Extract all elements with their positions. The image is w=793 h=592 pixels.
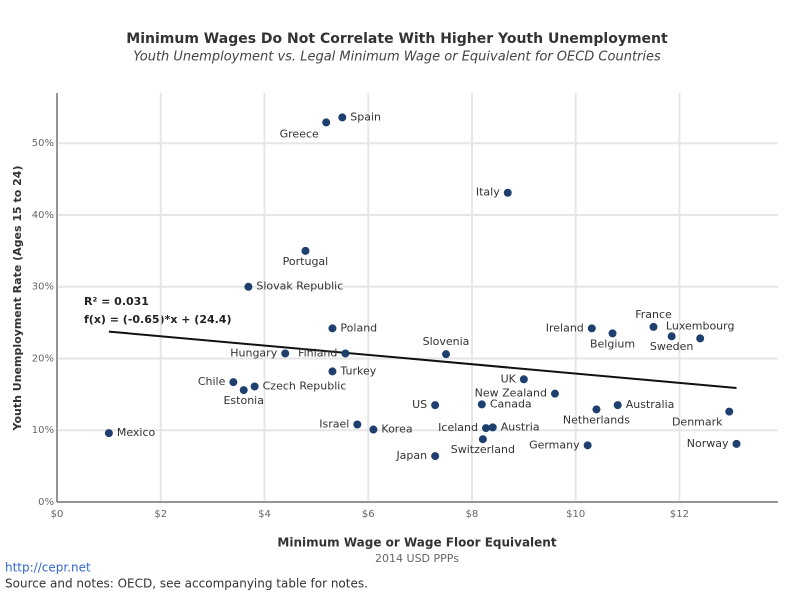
point-label: Denmark <box>672 416 723 429</box>
point-label: Portugal <box>283 255 329 268</box>
point <box>353 420 362 429</box>
point <box>239 386 248 395</box>
point <box>250 382 259 391</box>
footer-note: Source and notes: OECD, see accompanying… <box>5 577 368 591</box>
point <box>481 424 490 433</box>
point-label: Sweden <box>650 340 693 353</box>
y-tick-label: 0% <box>38 497 54 508</box>
point <box>477 400 486 409</box>
point-label: Spain <box>350 110 381 123</box>
point-label: Estonia <box>223 394 264 407</box>
x-tick-label: $12 <box>670 509 689 520</box>
y-axis-title: Youth Unemployment Rate (Ages 15 to 24) <box>11 166 24 432</box>
x-tick-label: $4 <box>258 509 271 520</box>
y-tick-label: 50% <box>32 138 54 149</box>
point-label: Poland <box>340 321 377 334</box>
point-label: Korea <box>381 423 412 436</box>
x-tick-label: $10 <box>566 509 585 520</box>
point-label: Greece <box>280 127 319 140</box>
point-label: Chile <box>198 375 226 388</box>
y-tick-label: 30% <box>32 282 54 293</box>
point-label: Norway <box>687 437 729 450</box>
point-label: Turkey <box>339 364 376 377</box>
point <box>229 378 238 387</box>
point <box>104 429 113 438</box>
point <box>613 401 622 410</box>
point <box>503 188 512 197</box>
point <box>478 435 487 444</box>
y-tick-label: 40% <box>32 210 54 221</box>
point-label: Italy <box>476 186 500 199</box>
chart-subtitle: Youth Unemployment vs. Legal Minimum Wag… <box>133 50 661 65</box>
point-label: Austria <box>501 420 540 433</box>
point <box>328 324 337 333</box>
x-tick-label: $2 <box>154 509 167 520</box>
point <box>244 282 253 291</box>
chart-title: Minimum Wages Do Not Correlate With High… <box>126 31 668 47</box>
footer-link[interactable]: http://cepr.net <box>5 561 91 575</box>
point <box>301 246 310 255</box>
point-label: Iceland <box>438 421 478 434</box>
point-label: Ireland <box>546 321 584 334</box>
point <box>696 334 705 343</box>
point-label: Czech Republic <box>263 379 347 392</box>
y-tick-label: 10% <box>32 425 54 436</box>
trend-equation: f(x) = (-0.65)*x + (24.4) <box>84 313 232 326</box>
point <box>550 389 559 398</box>
point <box>732 439 741 448</box>
point <box>608 329 617 338</box>
point-label: UK <box>501 372 517 385</box>
point-label: Netherlands <box>563 413 630 426</box>
point <box>281 349 290 358</box>
point-label: Germany <box>529 438 580 451</box>
r-squared: R² = 0.031 <box>84 295 149 308</box>
point-label: New Zealand <box>475 387 547 400</box>
point-label: Slovak Republic <box>256 280 343 293</box>
point-label: Finland <box>298 346 337 359</box>
point-label: France <box>635 308 672 321</box>
point-label: US <box>412 398 427 411</box>
point <box>328 367 337 376</box>
point-label: Hungary <box>230 346 277 359</box>
point <box>341 349 350 358</box>
point-label: Slovenia <box>423 335 470 348</box>
point <box>583 441 592 450</box>
x-tick-label: $8 <box>466 509 479 520</box>
point-label: Belgium <box>590 337 635 350</box>
point <box>431 401 440 410</box>
point <box>431 452 440 461</box>
point <box>442 350 451 359</box>
point <box>649 322 658 331</box>
y-tick-label: 20% <box>32 353 54 364</box>
point <box>519 375 528 384</box>
point <box>725 407 734 416</box>
point <box>322 118 331 127</box>
trend-line <box>108 330 737 390</box>
point-label: Canada <box>490 397 532 410</box>
point <box>338 113 347 122</box>
point <box>369 425 378 434</box>
point-label: Luxembourg <box>666 319 735 332</box>
point-label: Switzerland <box>451 443 515 456</box>
point <box>488 423 497 432</box>
point-label: Israel <box>319 418 349 431</box>
point <box>592 405 601 414</box>
point <box>667 332 676 341</box>
point-label: Australia <box>626 398 675 411</box>
point <box>587 324 596 333</box>
point-label: Mexico <box>117 426 156 439</box>
x-tick-label: $6 <box>362 509 375 520</box>
x-tick-label: $0 <box>51 509 64 520</box>
point-label: Japan <box>395 449 427 462</box>
x-axis-title: Minimum Wage or Wage Floor Equivalent <box>277 536 556 550</box>
x-axis-subtitle: 2014 USD PPPs <box>375 552 459 565</box>
